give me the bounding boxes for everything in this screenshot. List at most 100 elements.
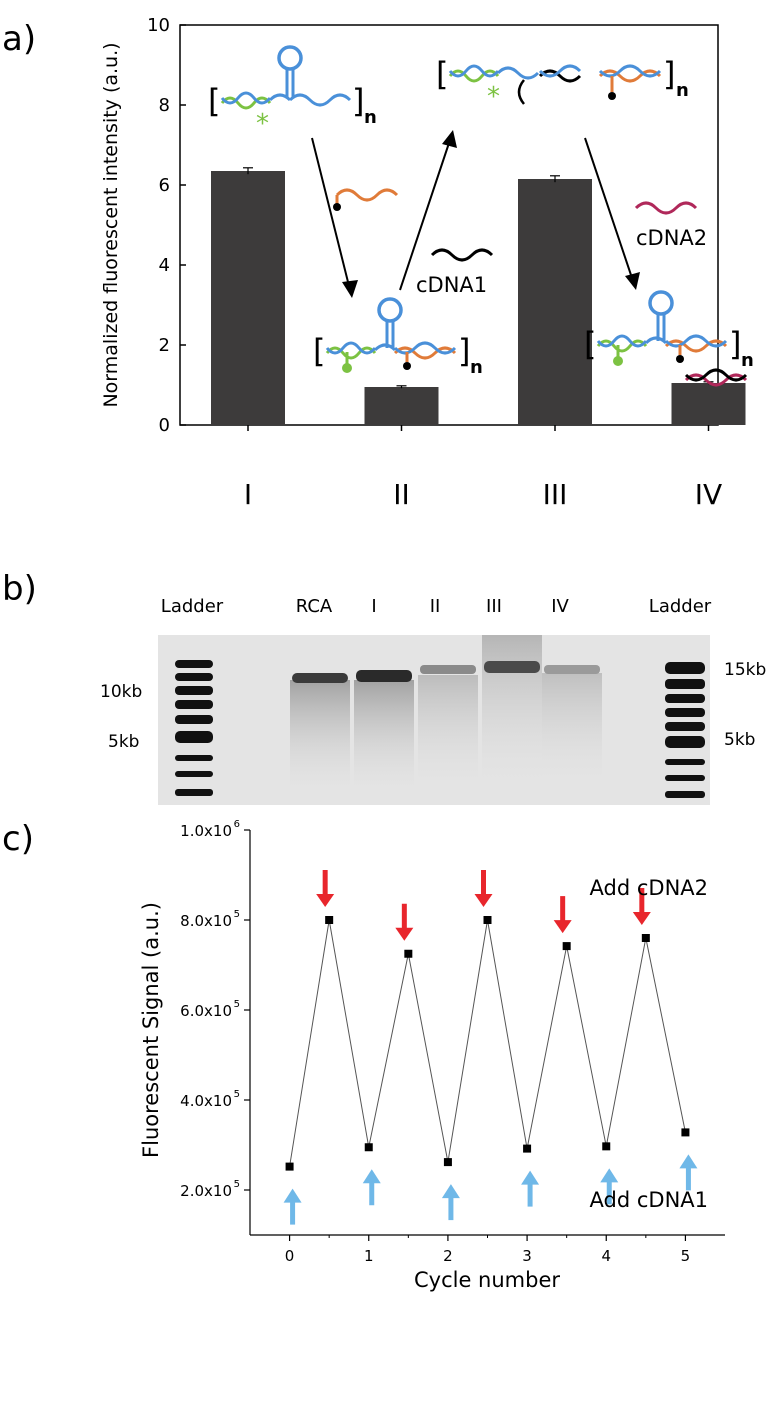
bar-plot-frame — [179, 24, 719, 426]
svg-text:]: ] — [663, 55, 675, 93]
gel-lane-iv — [542, 665, 602, 783]
line-point — [404, 949, 413, 958]
schematic-probe-open-iii: [ * ] n — [436, 55, 689, 112]
panel-a: a) Normalized fluorescent intensity (a.u… — [2, 15, 754, 511]
arrow-head-add-cdna1 — [362, 1169, 381, 1184]
line-point — [523, 1144, 532, 1153]
svg-text:*: * — [256, 109, 269, 139]
line-x-tick-label: 2 — [443, 1247, 453, 1265]
annotation-add-cdna1: Add cDNA1 — [590, 1188, 708, 1212]
schematic-probe-closed-ii: [ ] n — [313, 297, 483, 378]
line-y-tick-exponent: 5 — [234, 999, 240, 1010]
line-point — [325, 916, 334, 924]
gel-ladder-right — [665, 662, 705, 798]
svg-text:[: [ — [436, 55, 448, 93]
bar-x-tick-label: I — [244, 478, 252, 511]
bar-x-ticks: I II III IV — [244, 425, 722, 511]
gel-marker-left-5kb: 5kb — [108, 732, 139, 752]
bar — [364, 387, 439, 425]
line-arrows — [283, 870, 698, 1225]
line-y-tick-label: 8.0x10 — [180, 912, 232, 930]
line-x-tick-label: 5 — [681, 1247, 691, 1265]
arrow-head-add-cdna2 — [395, 927, 414, 941]
svg-text:*: * — [487, 82, 500, 112]
line-x-axis-label: Cycle number — [414, 1268, 560, 1292]
gel-lane-i — [354, 670, 414, 790]
svg-text:n: n — [676, 80, 689, 101]
gel-ladder-left — [175, 660, 213, 796]
bar-y-tick-label: 8 — [159, 95, 170, 116]
gel-marker-left-10kb: 10kb — [100, 682, 142, 702]
gel-lane-ii — [418, 665, 478, 785]
line-point — [641, 934, 650, 942]
gel-lane-label: I — [371, 596, 376, 617]
arrow-to-iv — [584, 137, 633, 279]
line-x-ticks: 0 1 2 3 4 5 — [285, 1235, 690, 1265]
svg-text:]: ] — [729, 325, 741, 363]
label-cdna2: cDNA2 — [636, 226, 707, 250]
gel-lane-label: II — [430, 596, 441, 617]
line-point — [285, 1162, 294, 1171]
gel-marker-right-5kb: 5kb — [724, 730, 755, 750]
bar — [518, 179, 592, 425]
schematic-probe-closed-iv: [ ] n — [584, 290, 754, 387]
panel-label-b: b) — [2, 569, 37, 609]
panel-b: b) Ladder RCA I II III IV Ladder — [2, 569, 766, 805]
arrow-head-add-cdna1 — [283, 1188, 302, 1203]
bar — [211, 171, 285, 425]
line-x-tick-label: 3 — [522, 1247, 532, 1265]
arrow-head-add-cdna1 — [521, 1170, 540, 1185]
line-y-tick-exponent: 5 — [234, 1179, 240, 1190]
black-strand-cdna1 — [430, 248, 494, 262]
svg-text:]: ] — [458, 332, 470, 370]
bar-y-tick-label: 4 — [159, 255, 170, 276]
line-point — [483, 916, 492, 924]
line-x-tick-label: 1 — [364, 1247, 374, 1265]
line-y-tick-label: 6.0x10 — [180, 1002, 232, 1020]
line-x-tick-label: 0 — [285, 1247, 295, 1265]
label-cdna1: cDNA1 — [416, 273, 487, 297]
line-point — [602, 1142, 611, 1151]
arrow-head-to-iii — [442, 130, 457, 148]
arrow-to-ii — [311, 137, 351, 291]
gel-lane-labels: Ladder RCA I II III IV Ladder — [161, 596, 712, 617]
line-y-tick-label: 2.0x10 — [180, 1182, 232, 1200]
arrow-head-add-cdna1 — [679, 1154, 698, 1169]
line-y-tick-exponent: 6 — [234, 819, 240, 830]
bar-y-tick-label: 2 — [159, 335, 170, 356]
schematic-probe-open: [ * ] n — [208, 45, 377, 139]
gel-marker-right-15kb: 15kb — [724, 660, 766, 680]
bar-x-tick-label: II — [393, 478, 410, 511]
gel-lane-label: III — [486, 596, 502, 617]
panel-label-c: c) — [2, 819, 34, 859]
svg-text:n: n — [364, 107, 377, 128]
gel-lane-label: Ladder — [161, 596, 224, 617]
arrow-head-add-cdna2 — [553, 920, 572, 934]
bar-x-tick-label: IV — [695, 478, 722, 511]
annotation-add-cdna2: Add cDNA2 — [590, 876, 708, 900]
svg-text:[: [ — [208, 82, 220, 120]
line-point — [681, 1128, 690, 1137]
gel-lane-iii — [482, 635, 542, 785]
line-point — [562, 942, 571, 951]
line-y-ticks: 2.0x10 54.0x10 56.0x10 58.0x10 51.0x10 6 — [180, 819, 250, 1200]
line-point — [364, 1143, 373, 1152]
svg-text:n: n — [470, 357, 483, 378]
svg-text:n: n — [741, 350, 754, 371]
gel-lane-label: Ladder — [649, 596, 712, 617]
arrow-head-add-cdna2 — [632, 912, 651, 925]
arrow-head-add-cdna1 — [600, 1168, 619, 1183]
line-point — [443, 1158, 452, 1167]
bar-y-axis-label: Normalized fluorescent intensity (a.u.) — [100, 42, 122, 407]
panel-label-a: a) — [2, 19, 36, 59]
bar-y-tick-label: 10 — [147, 15, 170, 36]
bar-x-tick-label: III — [543, 478, 568, 511]
svg-text:[: [ — [313, 332, 325, 370]
panel-c: c) Fluorescent Signal (a.u.) Cycle numbe… — [2, 819, 725, 1292]
line-series — [285, 916, 690, 1171]
orange-strand — [335, 188, 399, 202]
bar — [671, 383, 746, 425]
gel-lane-rca — [290, 673, 350, 790]
line-y-tick-exponent: 5 — [234, 909, 240, 920]
line-y-tick-label: 1.0x10 — [180, 822, 232, 840]
